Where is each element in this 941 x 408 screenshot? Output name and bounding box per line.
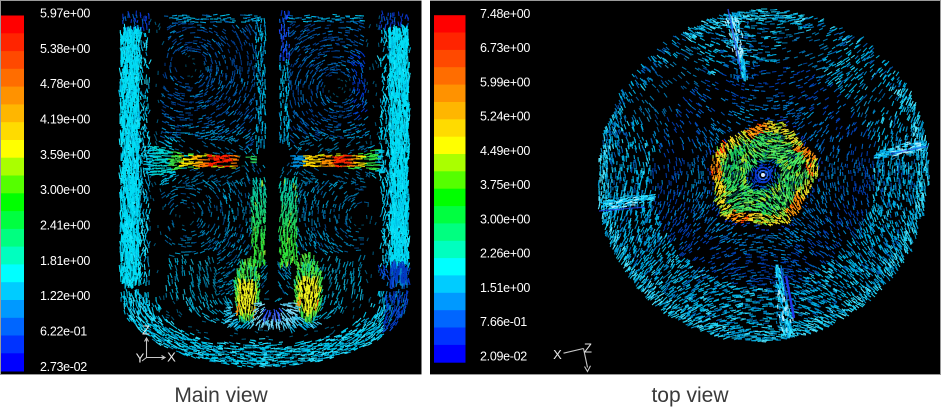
svg-text:2.41e+00: 2.41e+00: [40, 219, 90, 233]
svg-text:3.59e+00: 3.59e+00: [40, 148, 90, 162]
svg-text:5.99e+00: 5.99e+00: [480, 75, 530, 89]
svg-text:4.49e+00: 4.49e+00: [480, 144, 530, 158]
svg-text:Z: Z: [142, 323, 150, 338]
svg-text:5.38e+00: 5.38e+00: [40, 42, 90, 56]
svg-text:5.97e+00: 5.97e+00: [40, 7, 90, 21]
svg-text:4.78e+00: 4.78e+00: [40, 77, 90, 91]
svg-text:7.48e+00: 7.48e+00: [480, 7, 530, 21]
svg-text:3.00e+00: 3.00e+00: [480, 212, 530, 226]
svg-text:2.26e+00: 2.26e+00: [480, 247, 530, 261]
svg-text:X: X: [553, 347, 562, 362]
svg-text:7.66e-01: 7.66e-01: [480, 315, 527, 329]
svg-text:6.73e+00: 6.73e+00: [480, 41, 530, 55]
svg-text:6.22e-01: 6.22e-01: [40, 325, 87, 339]
svg-text:1.51e+00: 1.51e+00: [480, 281, 530, 295]
svg-text:Y: Y: [136, 351, 145, 366]
svg-text:1.22e+00: 1.22e+00: [40, 289, 90, 303]
svg-text:4.19e+00: 4.19e+00: [40, 113, 90, 127]
svg-text:1.81e+00: 1.81e+00: [40, 254, 90, 268]
svg-text:2.73e-02: 2.73e-02: [40, 360, 87, 374]
svg-text:5.24e+00: 5.24e+00: [480, 110, 530, 124]
svg-text:Z: Z: [584, 341, 592, 356]
svg-text:3.00e+00: 3.00e+00: [40, 183, 90, 197]
svg-text:3.75e+00: 3.75e+00: [480, 178, 530, 192]
svg-text:X: X: [167, 350, 176, 365]
svg-text:2.09e-02: 2.09e-02: [480, 349, 527, 363]
